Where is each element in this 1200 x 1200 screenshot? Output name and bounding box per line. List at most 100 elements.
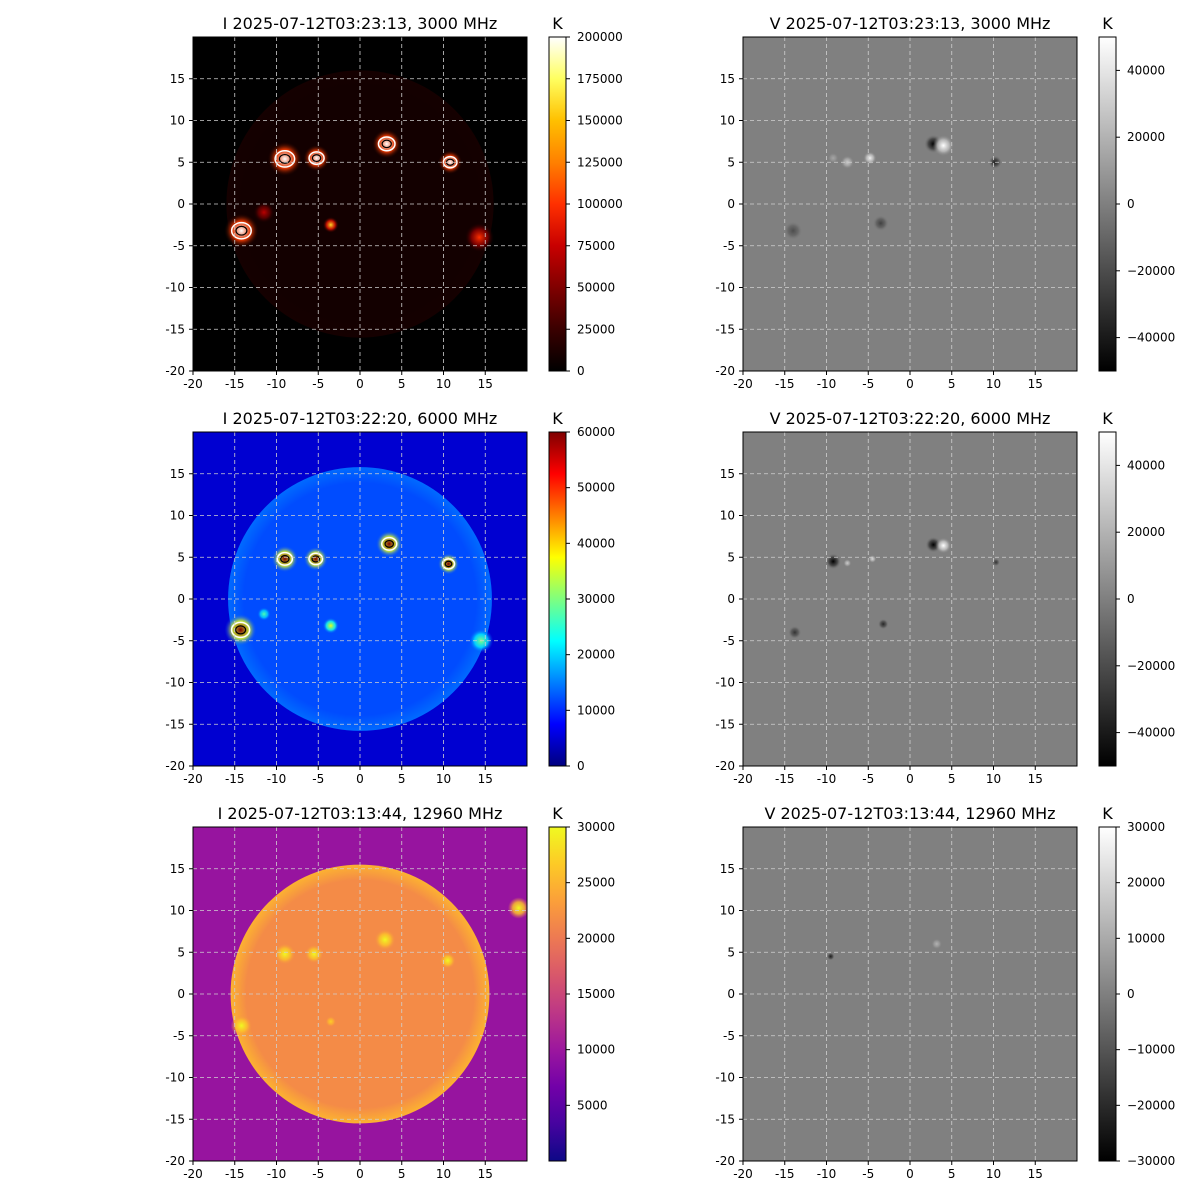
colorbar-tick-label: 30000 [1127, 820, 1165, 834]
solar-disk [228, 467, 492, 731]
x-tick-label: -20 [183, 377, 203, 391]
y-tick-label: 10 [170, 114, 185, 128]
colorbar-tick-label: 0 [1127, 592, 1135, 606]
source-2 [931, 938, 943, 950]
image-background [743, 827, 1077, 1161]
x-tick-label: -10 [817, 772, 837, 786]
solar-disk [226, 70, 494, 338]
colorbar-tick-label: 0 [577, 759, 585, 773]
panel-title: V 2025-07-12T03:23:13, 3000 MHz [770, 14, 1051, 33]
source-1 [274, 943, 296, 965]
x-tick-label: 10 [986, 377, 1001, 391]
x-tick-label: 15 [1028, 1167, 1043, 1181]
source-8 [253, 201, 275, 224]
x-tick-label: -20 [733, 772, 753, 786]
source-6 [827, 152, 839, 164]
colorbar-tick-label: 50000 [577, 481, 615, 495]
y-tick-label: 0 [177, 987, 185, 1001]
y-tick-label: -15 [165, 717, 185, 731]
colorbar-tick-label: 0 [1127, 197, 1135, 211]
source-8 [257, 607, 271, 621]
contour-inner [234, 625, 247, 635]
x-tick-label: -10 [267, 772, 287, 786]
contour-outer [380, 536, 398, 551]
colorbar-tick-label: 10000 [577, 703, 615, 717]
x-tick-label: 15 [478, 772, 493, 786]
source-4 [843, 559, 852, 568]
y-tick-label: -10 [165, 676, 185, 690]
colorbar-tick-label: 20000 [577, 648, 615, 662]
x-tick-label: -15 [225, 772, 245, 786]
x-tick-label: 5 [948, 377, 956, 391]
y-tick-label: 5 [177, 155, 185, 169]
x-tick-label: -10 [267, 377, 287, 391]
contour-outer [442, 155, 458, 169]
x-tick-label: 15 [1028, 377, 1043, 391]
contour-outer [377, 136, 396, 152]
source-6 [991, 558, 1001, 567]
x-tick-label: -5 [312, 772, 324, 786]
colorbar-tick-label: −20000 [1127, 264, 1175, 278]
y-tick-label: -10 [715, 1071, 735, 1085]
x-tick-label: -15 [225, 1167, 245, 1181]
source-4 [439, 952, 456, 969]
y-tick-label: 15 [720, 72, 735, 86]
y-tick-label: -20 [715, 364, 735, 378]
source-7 [464, 222, 495, 253]
colorbar-tick-label: −40000 [1127, 726, 1175, 740]
source-3 [372, 129, 402, 159]
source-2 [304, 944, 324, 964]
x-tick-label: -10 [817, 1167, 837, 1181]
colorbar [548, 431, 567, 767]
colorbar-tick-label: 40000 [577, 536, 615, 550]
colorbar-tick-label: −10000 [1127, 1043, 1175, 1057]
x-tick-label: -5 [862, 1167, 874, 1181]
x-tick-label: 10 [436, 377, 451, 391]
y-tick-label: 0 [727, 987, 735, 1001]
image-background [743, 37, 1077, 371]
colorbar-tick-label: 200000 [577, 30, 623, 44]
colorbar-tick-label: 5000 [577, 1098, 608, 1112]
source-7 [788, 625, 802, 640]
source-7 [783, 221, 803, 241]
colorbar-tick-label: 150000 [577, 114, 623, 128]
y-tick-label: -15 [165, 1112, 185, 1126]
y-tick-label: -10 [165, 1071, 185, 1085]
y-tick-label: 5 [727, 550, 735, 564]
colorbar-tick-label: 100000 [577, 197, 623, 211]
x-tick-label: 10 [986, 1167, 1001, 1181]
colorbar-tick-label: 20000 [577, 931, 615, 945]
y-tick-label: -20 [165, 759, 185, 773]
x-tick-label: 10 [436, 772, 451, 786]
source-1 [267, 141, 303, 177]
contour-inner [280, 554, 290, 563]
source-2 [303, 546, 328, 571]
y-tick-label: -20 [165, 1154, 185, 1168]
x-tick-label: 0 [906, 772, 914, 786]
x-tick-label: -20 [183, 772, 203, 786]
source-1 [826, 952, 835, 961]
x-tick-label: 0 [356, 377, 364, 391]
x-tick-label: 5 [948, 1167, 956, 1181]
colorbar-tick-label: 10000 [577, 1043, 615, 1057]
y-tick-label: -5 [173, 1029, 185, 1043]
x-tick-label: -20 [733, 377, 753, 391]
contour-inner [311, 154, 322, 163]
source-2 [932, 134, 955, 157]
y-tick-label: -15 [715, 322, 735, 336]
x-tick-label: -10 [817, 377, 837, 391]
colorbar-tick-label: 125000 [577, 155, 623, 169]
panel-3: -20 -15 -10 -5 0 5 10 15 -20 -15 -10 -5 0 5 10 15 I 2025… [165, 409, 615, 786]
x-tick-label: 15 [478, 377, 493, 391]
y-tick-label: 10 [720, 509, 735, 523]
panel-4: -20 -15 -10 -5 0 5 10 15 -20 -15 -10 -5 0 5 10 15 V 2025… [715, 409, 1175, 786]
source-3 [374, 929, 396, 951]
colorbar-tick-label: 50000 [577, 281, 615, 295]
image-area [743, 827, 1077, 1161]
panel-title: V 2025-07-12T03:22:20, 6000 MHz [770, 409, 1051, 428]
colorbar-label: K [1102, 14, 1113, 33]
y-tick-label: -5 [723, 239, 735, 253]
colorbar-tick-label: −40000 [1127, 331, 1175, 345]
y-tick-label: 15 [170, 467, 185, 481]
panel-2: -20 -15 -10 -5 0 5 10 15 -20 -15 -10 -5 0 5 10 15 V 2025… [715, 14, 1175, 391]
